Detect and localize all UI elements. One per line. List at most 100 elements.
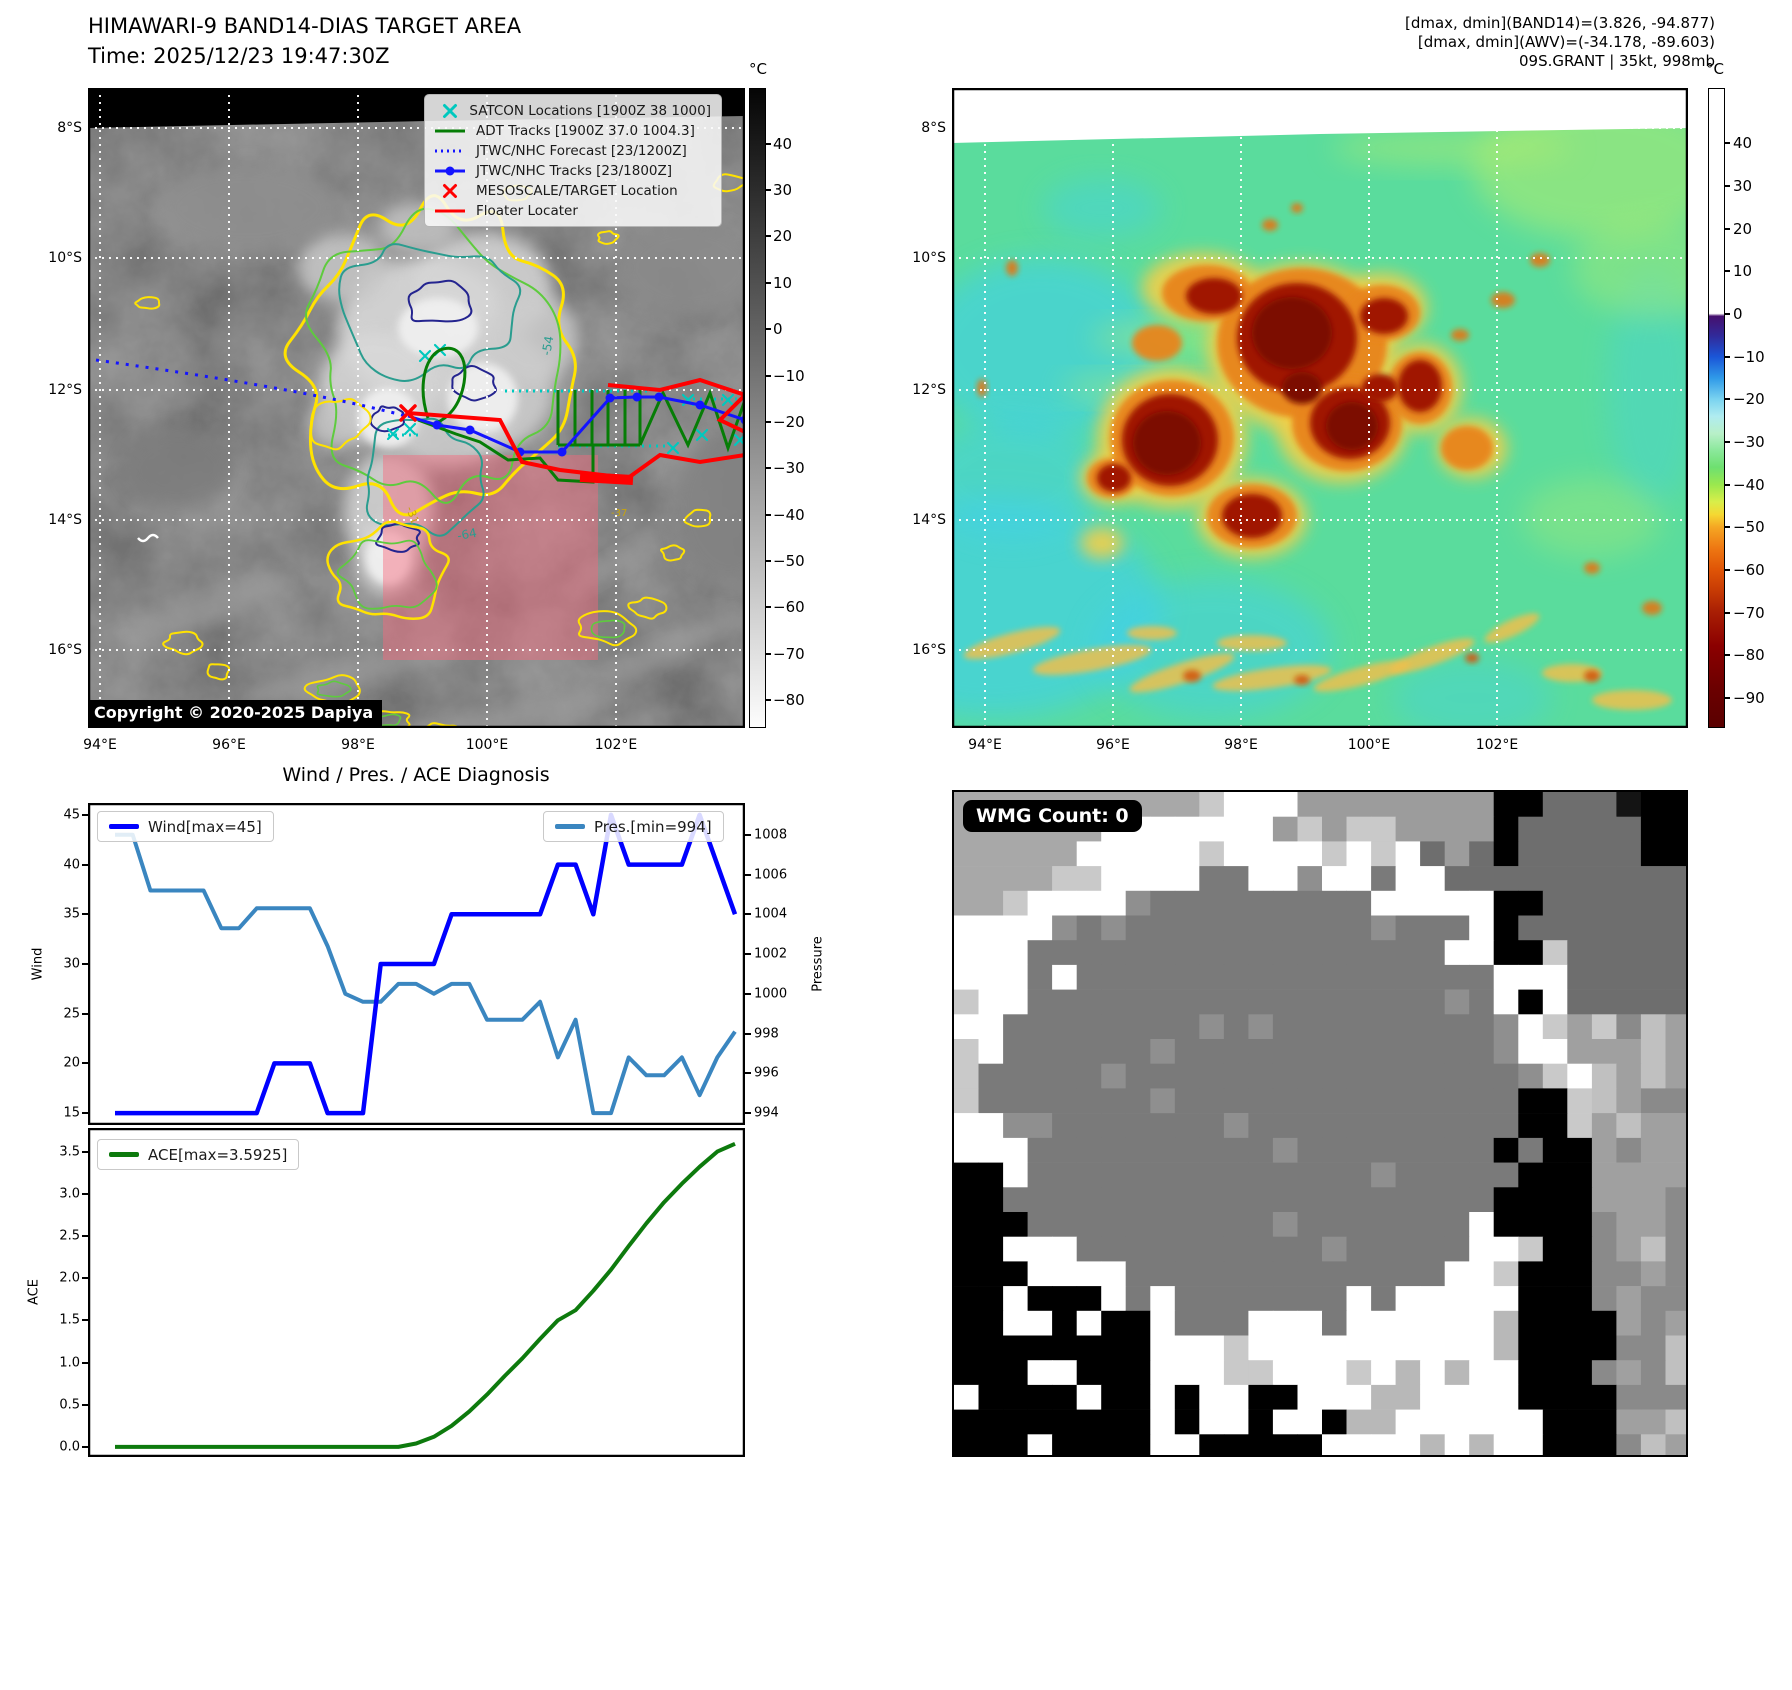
colorbar-tickmark — [766, 374, 771, 377]
axis-tickmark — [745, 913, 751, 916]
ace-legend-label: ACE[max=3.5925] — [148, 1145, 288, 1164]
colorbar-tickmark — [766, 189, 771, 192]
legend-item: JTWC/NHC Tracks [23/1800Z] — [433, 162, 711, 179]
x-marker — [386, 427, 400, 441]
lon-tick-label: 96°E — [212, 737, 246, 753]
legend-item-label: Floater Locater — [476, 202, 578, 219]
axis-tickmark — [82, 1062, 88, 1065]
lon-tick-label: 102°E — [1475, 737, 1519, 753]
axis-tickmark — [82, 1012, 88, 1015]
colorbar-tickmark — [1725, 313, 1730, 316]
axis-tickmark — [82, 1150, 88, 1153]
wind-pressure-chart — [88, 803, 745, 1125]
legend-item-label: SATCON Locations [1900Z 38 1000] — [469, 102, 711, 119]
svg-text:-37: -37 — [611, 508, 627, 519]
colorbar-tick-label: 30 — [1733, 177, 1753, 196]
colorbar-tick-label: 10 — [1733, 262, 1753, 281]
colorbar-tick-label: −70 — [1733, 603, 1765, 622]
wind-legend: Wind[max=45] — [97, 811, 274, 842]
colorbar-tickmark — [766, 235, 771, 238]
pressure-tick-label: 1000 — [754, 986, 788, 1002]
lon-tick-label: 100°E — [465, 737, 509, 753]
colorbar-tick-label: −10 — [773, 366, 805, 385]
legend-item: SATCON Locations [1900Z 38 1000] — [433, 102, 711, 119]
colorbar-tick-label: −90 — [1733, 689, 1765, 708]
axis-tickmark — [82, 963, 88, 965]
colorbar-tickmark — [766, 467, 771, 470]
colorbar-tick-label: −30 — [1733, 433, 1765, 452]
colorbar-tick-label: 20 — [1733, 219, 1753, 238]
map-border — [952, 88, 1688, 728]
wmg-count-badge: WMG Count: 0 — [963, 800, 1142, 832]
ace-tick-label: 1.0 — [59, 1355, 80, 1371]
axis-tickmark — [745, 992, 751, 995]
colorbar-tickmark — [766, 420, 771, 423]
data-line — [115, 812, 738, 1116]
awv-imagery — [952, 88, 1688, 728]
colorbar-tick-label: −40 — [773, 505, 805, 524]
axis-tickmark — [82, 1319, 88, 1322]
lon-tick-label: 96°E — [1096, 737, 1130, 753]
wind-legend-swatch — [109, 824, 139, 829]
lat-tick-label: 10°S — [912, 250, 946, 266]
lon-tick-label: 102°E — [594, 737, 638, 753]
lon-tick-label: 94°E — [83, 737, 117, 753]
axis-tickmark — [82, 863, 88, 866]
axis-tickmark — [82, 1277, 88, 1280]
axis-tickmark — [745, 1072, 751, 1075]
x-marker — [695, 428, 709, 442]
wind-axis-label: Wind — [30, 947, 46, 981]
axis-tickmark — [82, 1112, 88, 1115]
colorbar-tickmark — [1725, 569, 1730, 572]
colorbar-tickmark — [1725, 355, 1730, 358]
pressure-tick-label: 1006 — [754, 867, 788, 883]
colorbar-tick-label: −50 — [773, 552, 805, 571]
axis-tickmark — [82, 1403, 88, 1406]
svg-text:-64: -64 — [456, 526, 478, 543]
lat-tick-label: 8°S — [921, 120, 946, 136]
x-marker — [443, 103, 457, 118]
legend-item-label: JTWC/NHC Forecast [23/1200Z] — [476, 142, 687, 159]
colorbar-tick-label: −20 — [1733, 390, 1765, 409]
colorbar-tick-label: 30 — [773, 181, 793, 200]
colorbar-tickmark — [1725, 185, 1730, 188]
dmax-dmin-band14-label: [dmax, dmin](BAND14)=(3.826, -94.877) — [1404, 14, 1715, 32]
axis-tickmark — [745, 833, 751, 836]
axis-tickmark — [82, 1192, 88, 1195]
colorbar-tickmark — [766, 513, 771, 516]
colorbar-tickmark — [1725, 398, 1730, 401]
lon-tick-label: 98°E — [341, 737, 375, 753]
lat-tick-label: 10°S — [48, 250, 82, 266]
colorbar-tickmark — [1725, 270, 1730, 273]
pressure-tick-label: 998 — [754, 1026, 779, 1042]
latlon-grid — [952, 88, 1688, 728]
lon-tick-label: 100°E — [1347, 737, 1391, 753]
ace-legend: ACE[max=3.5925] — [97, 1139, 300, 1170]
floater-locater — [607, 377, 745, 434]
wind-tick-label: 45 — [63, 807, 80, 823]
colorbar-tick-label: −20 — [773, 412, 805, 431]
lat-tick-label: 16°S — [912, 642, 946, 658]
pressure-tick-label: 1002 — [754, 946, 788, 962]
colorbar-tick-label: 40 — [773, 134, 793, 153]
x-marker — [443, 183, 457, 198]
ace-legend-swatch — [109, 1152, 139, 1157]
legend-item-label: ADT Tracks [1900Z 37.0 1004.3] — [476, 122, 695, 139]
colorbar-tickmark — [1725, 142, 1730, 145]
axis-tickmark — [82, 813, 88, 816]
colorbar-tickmark — [766, 142, 771, 145]
pres-legend: Pres.[min=994] — [543, 811, 724, 842]
colorbar-tickmark — [766, 560, 771, 563]
copyright-badge: Copyright © 2020-2025 Dapiya — [88, 700, 383, 726]
wmg-mosaic-panel — [952, 790, 1688, 1457]
axis-tickmark — [745, 873, 751, 876]
awv-colorbar — [1708, 88, 1725, 728]
wind-tick-label: 25 — [63, 1006, 80, 1022]
colorbar-tick-label: −80 — [1733, 646, 1765, 665]
axis-tickmark — [82, 1234, 88, 1237]
wind-tick-label: 35 — [63, 906, 80, 922]
axis-tickmark — [745, 1032, 751, 1035]
jtwc-track — [407, 395, 745, 454]
legend-item: MESOSCALE/TARGET Location — [433, 182, 711, 199]
